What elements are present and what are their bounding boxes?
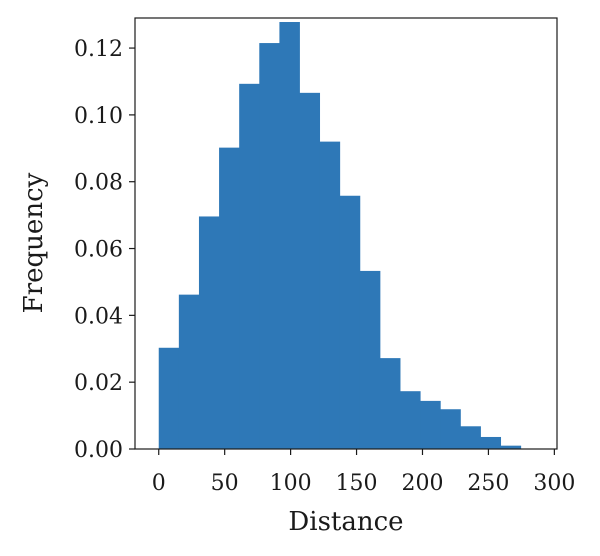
y-tick-label: 0.08: [74, 171, 123, 196]
histogram-bar: [198, 216, 220, 449]
x-tick-label: 300: [533, 471, 575, 496]
x-tick-label: 250: [467, 471, 509, 496]
histogram-bar: [500, 445, 522, 449]
x-axis-title: Distance: [288, 507, 403, 537]
histogram-bar: [420, 400, 441, 449]
histogram-bar: [158, 347, 180, 449]
y-tick-label: 0.02: [74, 371, 123, 396]
histogram-bar: [239, 83, 260, 449]
x-tick-label: 200: [401, 471, 443, 496]
bars-layer: [158, 22, 522, 450]
histogram-bar: [480, 436, 502, 449]
histogram-bar: [178, 294, 200, 449]
histogram-bar: [279, 22, 300, 449]
axes-layer: [134, 17, 558, 450]
histogram-bar: [460, 426, 481, 449]
histogram-bar: [440, 409, 461, 449]
y-tick-label: 0.06: [74, 238, 123, 263]
y-tick-label: 0.10: [74, 104, 123, 129]
histogram-bar: [379, 358, 401, 449]
histogram-bar: [299, 92, 321, 449]
histogram-bar: [259, 43, 280, 450]
y-tick-label: 0.00: [74, 438, 123, 463]
ticks-layer: 0 50 100 150 200 250 300 0.00 0.02 0.04 0.06 0.08 0.…: [74, 37, 575, 496]
x-tick-label: 0: [152, 471, 166, 496]
histogram-bar: [319, 141, 341, 449]
y-tick-label: 0.12: [74, 37, 123, 62]
y-axis-title: Frequency: [19, 172, 49, 313]
plot-frame: [134, 17, 558, 450]
histogram-bar: [219, 147, 240, 449]
histogram-bar: [339, 195, 361, 449]
y-tick-label: 0.04: [74, 304, 123, 329]
histogram-bar: [359, 270, 381, 449]
histogram-bar: [400, 391, 421, 449]
x-tick-label: 100: [270, 471, 312, 496]
x-tick-label: 50: [211, 471, 239, 496]
x-tick-label: 150: [336, 471, 378, 496]
